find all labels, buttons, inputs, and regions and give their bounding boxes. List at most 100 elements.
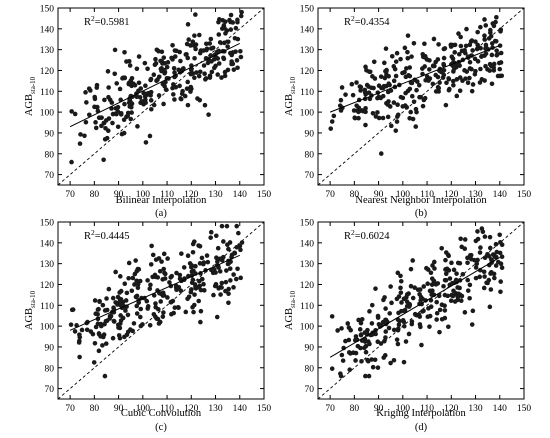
y-axis-label-main: AGB <box>284 94 295 116</box>
data-point <box>135 281 141 287</box>
data-point <box>190 304 195 310</box>
data-point <box>145 306 151 311</box>
y-tick-label: 120 <box>40 281 55 291</box>
data-point <box>228 12 234 18</box>
data-point <box>482 78 487 83</box>
data-point <box>396 310 401 316</box>
data-point <box>179 251 184 256</box>
data-point <box>190 241 196 247</box>
data-point <box>121 130 127 136</box>
data-point <box>413 124 419 129</box>
data-point <box>365 358 371 364</box>
data-point <box>434 317 439 322</box>
chart-panel-d: 70 80 90 100 110 120 130 140 150 70 80 90 100 110 120 1… <box>284 219 531 434</box>
data-point <box>499 254 505 259</box>
data-point <box>398 273 403 279</box>
data-point <box>346 337 352 343</box>
x-tick-label: 70 <box>325 190 335 200</box>
data-point <box>143 140 149 145</box>
data-point <box>404 299 410 305</box>
data-point <box>226 246 231 252</box>
data-point <box>129 288 135 294</box>
data-point <box>401 323 407 329</box>
r-squared-label: R2=0.4445 <box>84 228 130 242</box>
data-point <box>158 299 163 304</box>
data-point <box>172 48 178 53</box>
data-point <box>383 317 388 323</box>
data-point <box>346 350 352 355</box>
data-point <box>498 240 503 245</box>
x-tick-label: 100 <box>136 404 151 414</box>
data-point <box>431 36 437 42</box>
data-point <box>78 132 83 137</box>
data-point <box>186 37 192 42</box>
y-tick-label: 120 <box>300 67 315 77</box>
data-point <box>149 106 154 112</box>
data-point <box>189 287 194 292</box>
data-point <box>125 110 131 116</box>
data-point <box>202 102 208 108</box>
data-point <box>393 128 399 133</box>
data-point <box>382 295 387 300</box>
data-point <box>331 113 337 119</box>
data-point <box>329 119 335 124</box>
data-point <box>422 64 428 69</box>
x-tick-label: 110 <box>160 404 174 414</box>
data-point <box>366 373 372 379</box>
data-point <box>489 52 495 58</box>
data-point <box>443 271 449 277</box>
data-point <box>371 85 376 91</box>
data-point <box>163 87 169 93</box>
y-tick-label: 90 <box>45 129 55 139</box>
data-point <box>464 26 469 32</box>
data-point <box>199 255 205 261</box>
data-point <box>465 255 470 261</box>
data-point <box>231 285 236 290</box>
data-point <box>482 17 487 22</box>
identity-line <box>57 221 265 400</box>
data-point <box>387 104 393 109</box>
data-point <box>458 236 463 242</box>
data-point <box>400 318 406 323</box>
data-point <box>457 88 463 93</box>
data-point <box>498 279 504 284</box>
data-point <box>122 50 127 55</box>
data-point <box>135 285 141 291</box>
data-point <box>437 329 442 335</box>
data-point <box>349 81 355 87</box>
data-point <box>191 309 196 315</box>
plot-frame <box>57 7 265 186</box>
data-point <box>437 80 442 85</box>
data-point <box>343 92 348 97</box>
data-point <box>206 112 211 117</box>
x-axis-label: Bilinear Interpolation <box>116 195 207 206</box>
data-point <box>156 93 162 98</box>
data-point <box>376 94 382 100</box>
data-point <box>488 287 494 292</box>
data-point <box>168 299 174 305</box>
y-tick-label: 110 <box>40 88 54 98</box>
y-axis-label-sub: sta-10 <box>29 290 37 308</box>
data-point <box>177 276 183 282</box>
data-point <box>161 266 167 272</box>
data-point <box>232 250 238 256</box>
data-point <box>208 229 214 235</box>
data-point <box>363 105 368 111</box>
data-point <box>403 339 409 344</box>
data-point <box>208 235 213 240</box>
y-tick-label: 100 <box>300 109 315 119</box>
data-point <box>76 340 82 345</box>
data-point <box>384 100 389 106</box>
data-point <box>118 112 124 117</box>
x-axis-label: Nearest Neighbor Interpolation <box>355 195 487 206</box>
data-point <box>180 88 185 94</box>
data-point <box>478 245 483 250</box>
data-point <box>411 40 417 46</box>
data-point <box>191 43 197 48</box>
data-point <box>129 110 134 115</box>
panel-label: (b) <box>415 208 428 219</box>
data-point <box>207 75 213 80</box>
x-tick-label: 120 <box>184 190 199 200</box>
data-point <box>222 40 227 46</box>
data-point <box>409 54 414 59</box>
